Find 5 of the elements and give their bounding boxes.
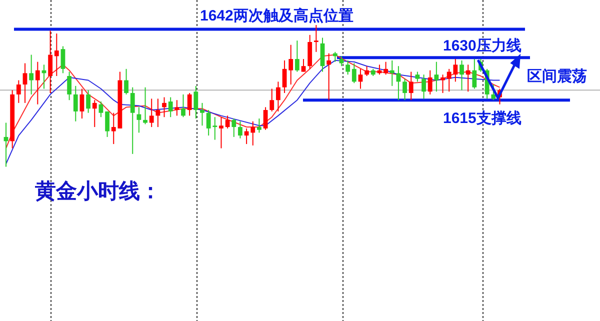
text: 黄金小时线： bbox=[34, 178, 161, 203]
ref-line-label: 1630压力线 bbox=[443, 38, 522, 55]
ref-line-label: 1642两次触及高点位置 bbox=[200, 6, 354, 24]
ref-line-label: 1615支撑线 bbox=[443, 110, 522, 128]
text: 区间震荡 bbox=[527, 67, 587, 85]
